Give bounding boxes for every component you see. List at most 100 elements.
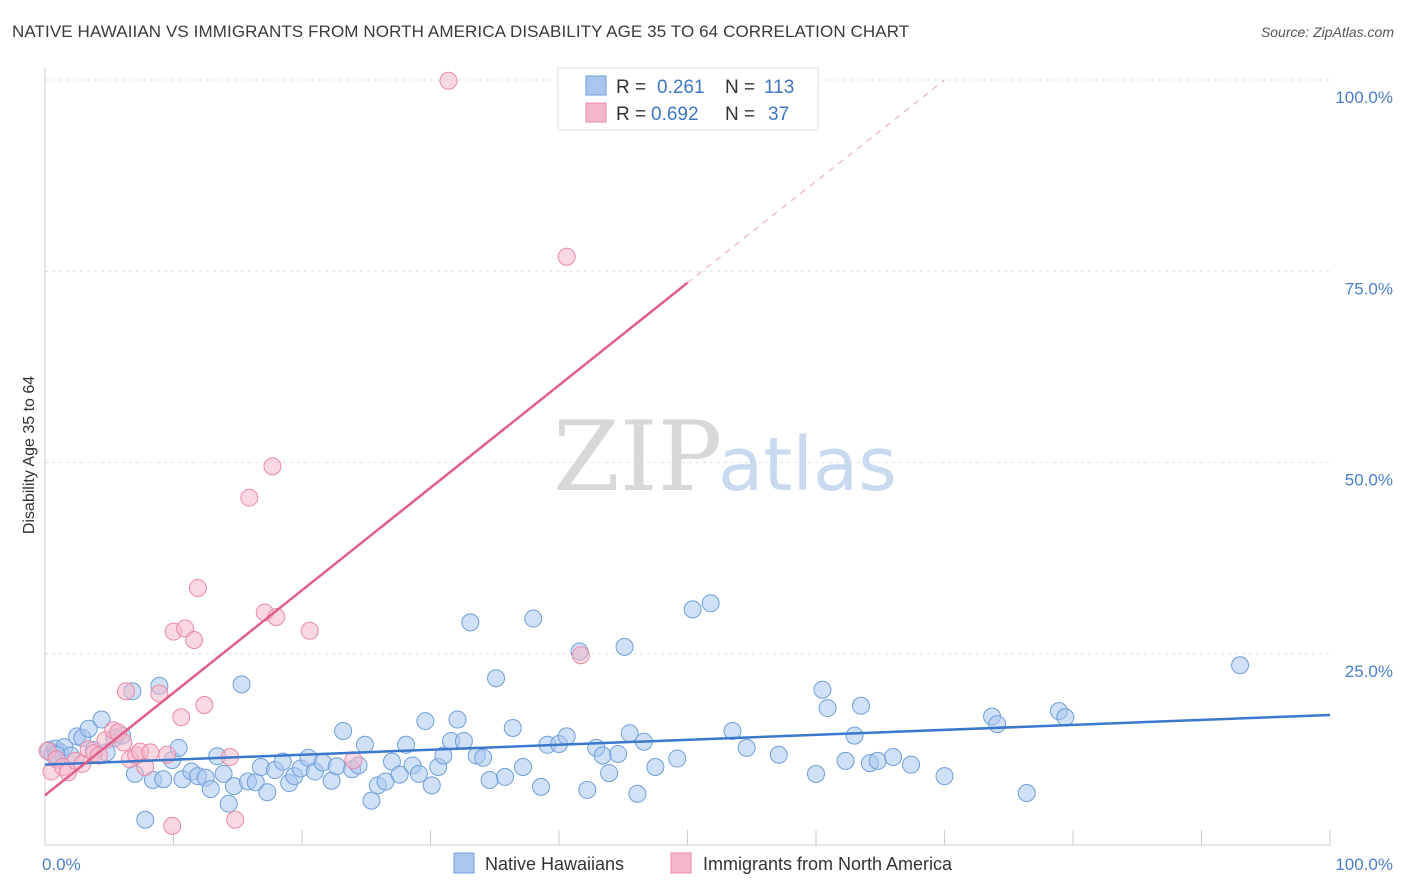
point-native-hawaiians-61	[434, 746, 453, 765]
point-native-hawaiians-64	[454, 731, 473, 750]
point-native-hawaiians-107	[988, 715, 1007, 734]
point-native-hawaiians-16	[136, 810, 155, 829]
bottom-legend-swatch-native-hawaiians	[453, 852, 475, 874]
point-native-hawaiians-104	[902, 755, 921, 774]
point-immigrants-26	[195, 696, 214, 715]
point-native-hawaiians-73	[524, 609, 543, 628]
trend-line-immigrants	[44, 281, 689, 797]
bottom-legend-label-immigrants: Immigrants from North America	[703, 854, 953, 874]
point-native-hawaiians-103	[884, 748, 903, 767]
point-native-hawaiians-94	[769, 745, 788, 764]
point-native-hawaiians-84	[615, 637, 634, 656]
point-immigrants-28	[226, 810, 245, 829]
point-native-hawaiians-28	[214, 764, 233, 783]
point-immigrants-19	[150, 684, 169, 703]
point-immigrants-25	[188, 578, 207, 597]
point-immigrants-9	[89, 746, 108, 765]
legend-r-label-2: R =	[616, 104, 646, 125]
point-native-hawaiians-29	[219, 794, 238, 813]
point-native-hawaiians-86	[628, 784, 647, 803]
x-tick-label-0: 0.0%	[42, 855, 81, 874]
point-native-hawaiians-98	[836, 751, 855, 770]
point-immigrants-31	[263, 457, 282, 476]
point-native-hawaiians-81	[593, 746, 612, 765]
y-tick-label-25: 25.0%	[1345, 662, 1393, 681]
point-native-hawaiians-82	[600, 764, 619, 783]
grid-lines	[45, 79, 1330, 655]
point-native-hawaiians-71	[503, 718, 522, 737]
point-native-hawaiians-8	[79, 719, 98, 738]
point-native-hawaiians-37	[273, 752, 292, 771]
point-native-hawaiians-108	[1017, 783, 1036, 802]
y-axis-label: Disability Age 35 to 64	[21, 376, 38, 534]
bottom-legend-swatch-immigrants	[670, 852, 692, 874]
point-native-hawaiians-69	[487, 669, 506, 688]
point-native-hawaiians-100	[851, 696, 870, 715]
point-native-hawaiians-92	[723, 722, 742, 741]
y-tick-label-50: 50.0%	[1345, 471, 1393, 490]
legend-swatch-immigrants	[585, 102, 607, 123]
legend-swatch-native-hawaiians	[585, 75, 607, 96]
legend-n-value-1: 113	[764, 77, 794, 98]
point-native-hawaiians-79	[578, 780, 597, 799]
point-native-hawaiians-10	[92, 710, 111, 729]
axes	[44, 68, 1331, 846]
point-immigrants-39	[116, 682, 135, 701]
point-immigrants-24	[185, 630, 204, 649]
legend-r-value-1: 0.261	[657, 77, 705, 98]
point-native-hawaiians-55	[397, 735, 416, 754]
data-points	[38, 71, 1250, 835]
legend-n-label-2: N =	[725, 104, 755, 125]
point-native-hawaiians-70	[496, 767, 515, 786]
point-native-hawaiians-45	[327, 757, 346, 776]
point-native-hawaiians-49	[355, 735, 374, 754]
point-native-hawaiians-26	[201, 780, 220, 799]
chart-title: NATIVE HAWAIIAN VS IMMIGRANTS FROM NORTH…	[12, 22, 910, 41]
legend-n-value-2: 37	[768, 104, 789, 125]
point-native-hawaiians-31	[232, 675, 251, 694]
point-immigrants-37	[571, 646, 590, 665]
point-immigrants-22	[172, 708, 191, 727]
point-native-hawaiians-67	[474, 748, 493, 767]
tick-labels: 25.0% 50.0% 75.0% 100.0% 0.0% 100.0%	[42, 88, 1393, 874]
point-immigrants-35	[439, 71, 458, 90]
watermark: ZIP atlas	[553, 401, 897, 513]
point-native-hawaiians-77	[557, 727, 576, 746]
point-immigrants-38	[163, 816, 182, 835]
point-native-hawaiians-58	[416, 712, 435, 731]
point-native-hawaiians-74	[532, 777, 551, 796]
point-native-hawaiians-95	[807, 764, 825, 783]
point-native-hawaiians-35	[258, 783, 277, 802]
point-native-hawaiians-99	[845, 726, 864, 745]
trend-lines	[44, 79, 1331, 797]
point-immigrants-18	[141, 743, 160, 762]
bottom-legend-label-native-hawaiians: Native Hawaiians	[485, 854, 624, 874]
legend-r-label-1: R =	[616, 77, 646, 98]
point-native-hawaiians-93	[737, 738, 756, 757]
point-immigrants-33	[300, 621, 319, 640]
chart-source: Source: ZipAtlas.com	[1260, 24, 1394, 40]
point-native-hawaiians-110	[1056, 708, 1075, 727]
bottom-legend: Native Hawaiians Immigrants from North A…	[453, 852, 953, 874]
point-native-hawaiians-72	[514, 757, 533, 776]
point-immigrants-36	[557, 247, 576, 266]
point-native-hawaiians-63	[448, 710, 467, 729]
y-tick-label-100: 100.0%	[1335, 88, 1393, 107]
point-native-hawaiians-19	[154, 770, 173, 789]
point-native-hawaiians-65	[461, 613, 480, 632]
point-immigrants-29	[240, 488, 259, 507]
point-native-hawaiians-88	[646, 757, 665, 776]
watermark-atlas: atlas	[718, 422, 897, 508]
point-native-hawaiians-102	[868, 751, 887, 770]
point-native-hawaiians-57	[409, 764, 428, 783]
legend-box: R = 0.261 N = 113 R = 0.692 N = 37	[557, 67, 819, 131]
point-native-hawaiians-105	[935, 767, 954, 786]
point-native-hawaiians-46	[334, 722, 353, 741]
point-native-hawaiians-83	[609, 744, 628, 763]
legend-n-label-1: N =	[725, 77, 755, 98]
point-native-hawaiians-89	[668, 749, 687, 768]
legend-r-value-2: 0.692	[651, 104, 699, 125]
point-native-hawaiians-96	[813, 680, 832, 699]
x-tick-label-100: 100.0%	[1335, 855, 1393, 874]
